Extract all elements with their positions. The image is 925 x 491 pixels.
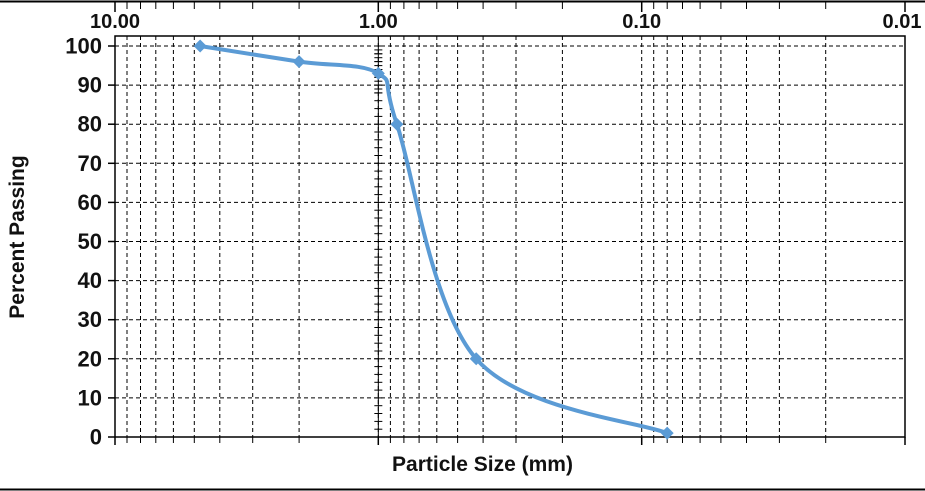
x-tick-label: 10.00: [90, 11, 140, 33]
y-tick-label: 0: [90, 425, 102, 450]
plot-border: [114, 35, 906, 438]
data-point-marker: [292, 55, 306, 69]
data-point-marker: [193, 39, 207, 53]
data-point-marker: [371, 66, 385, 80]
data-point-marker: [660, 426, 674, 440]
x-tick-label: 0.10: [622, 11, 661, 33]
y-tick-label: 100: [65, 34, 102, 59]
y-axis-title: Percent Passing: [6, 155, 29, 319]
y-tick-label: 20: [78, 346, 102, 371]
y-tick-label: 10: [78, 385, 102, 410]
x-axis-title: Particle Size (mm): [392, 453, 573, 476]
y-tick-label: 90: [78, 73, 102, 98]
data-point-marker: [390, 117, 404, 131]
y-tick-label: 80: [78, 112, 102, 137]
y-tick-label: 30: [78, 307, 102, 332]
y-tick-label: 70: [78, 151, 102, 176]
y-tick-label: 50: [78, 229, 102, 254]
x-tick-label: 1.00: [359, 11, 398, 33]
data-point-marker: [469, 352, 483, 366]
y-tick-label: 60: [78, 190, 102, 215]
x-tick-label: 0.01: [883, 11, 922, 33]
series-line: [198, 44, 670, 436]
y-tick-label: 40: [78, 268, 102, 293]
